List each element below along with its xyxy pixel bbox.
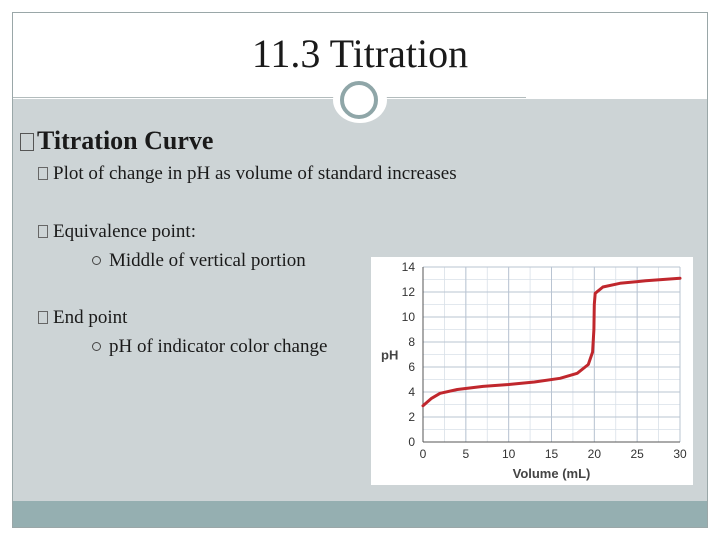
titration-chart-svg: 0 5 10 15 20 25 30 0 2 4 6 8 10 12 14 Volume (mL) pH [381,260,687,481]
sub-bullet-3-1: pH of indicator color change [92,336,327,358]
x-tick-label: 15 [545,447,559,461]
titration-chart: 0 5 10 15 20 25 30 0 2 4 6 8 10 12 14 Volume (mL) pH [371,257,693,485]
heading-bullet: Titration Curve [20,126,213,156]
bullet-2-text: Equivalence point: [53,221,196,242]
y-tick-label: 0 [408,435,415,449]
bullet-3: End point [38,307,127,329]
sub-bullet-2-1-text: Middle of vertical portion [109,250,306,271]
titration-curve-line [421,276,682,408]
y-tick-label: 14 [402,260,416,274]
y-tick-label: 6 [408,360,415,374]
y-tick-label: 4 [408,385,415,399]
slide-title: 11.3 Titration [251,31,469,76]
x-tick-label: 5 [462,447,469,461]
square-bullet-icon [38,167,48,180]
slide-frame [12,12,708,528]
x-tick-label: 10 [502,447,516,461]
x-tick-label: 25 [630,447,644,461]
ring-bullet-icon [92,256,101,265]
x-tick-label: 0 [420,447,427,461]
bullet-1: Plot of change in pH as volume of standa… [38,163,457,185]
title-rule-right [384,97,526,98]
circle-ornament-icon [340,81,378,119]
y-axis-label: pH [381,348,398,363]
y-tick-label: 2 [408,410,415,424]
y-tick-label: 8 [408,335,415,349]
x-tick-label: 20 [588,447,602,461]
bullet-3-text: End point [53,307,128,328]
bullet-1-text: Plot of change in pH as volume of standa… [53,163,457,184]
sub-bullet-2-1: Middle of vertical portion [92,250,306,272]
ring-bullet-icon [92,342,101,351]
checkbox-bullet-icon [20,133,34,151]
x-tick-label: 30 [673,447,687,461]
square-bullet-icon [38,225,48,238]
y-tick-label: 10 [402,310,416,324]
square-bullet-icon [38,311,48,324]
y-tick-label: 12 [402,285,416,299]
footer-bar [13,501,707,527]
x-axis-label: Volume (mL) [513,466,591,481]
sub-bullet-3-1-text: pH of indicator color change [109,336,328,357]
title-rule-left [13,97,338,98]
section-heading: Titration Curve [37,126,214,155]
bullet-2: Equivalence point: [38,221,196,243]
